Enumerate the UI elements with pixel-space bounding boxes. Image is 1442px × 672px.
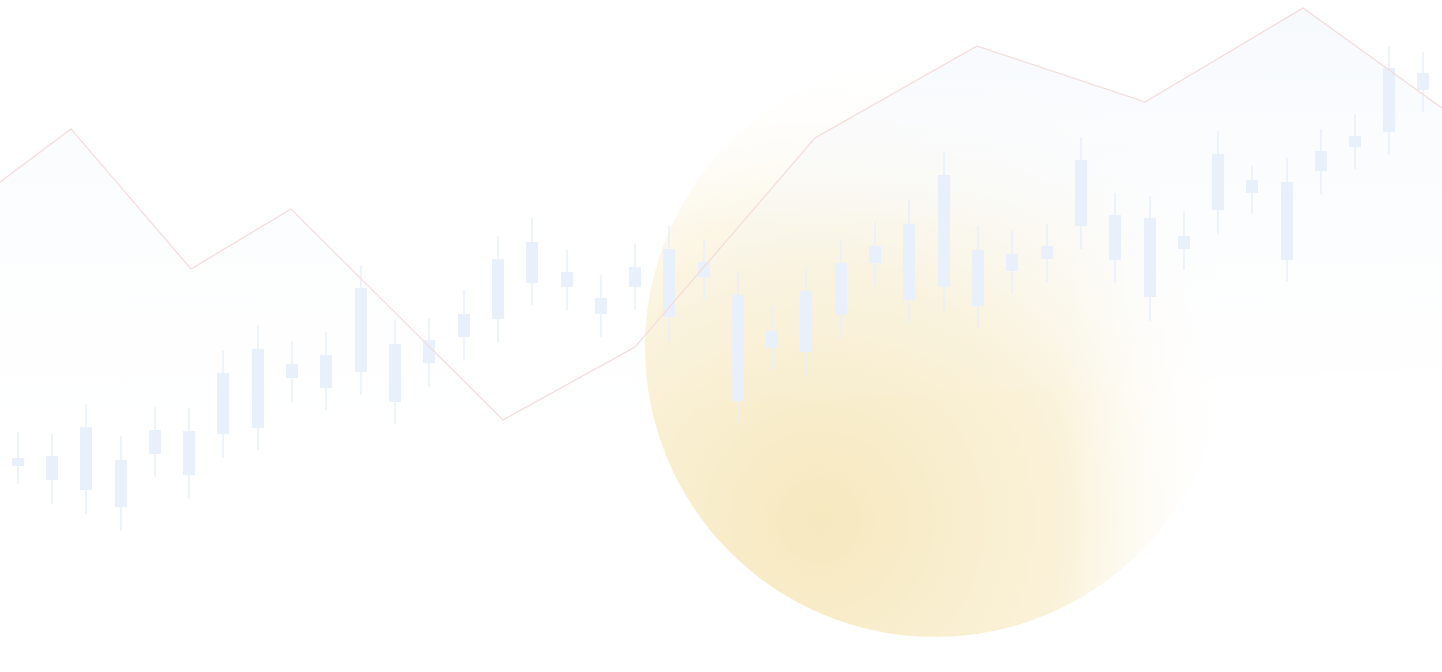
candle-body xyxy=(252,349,264,428)
candle-body xyxy=(355,288,367,372)
candle-body xyxy=(869,246,881,263)
candle-body xyxy=(492,259,504,319)
candle-body xyxy=(389,344,401,402)
candle xyxy=(903,200,915,323)
candle xyxy=(217,350,229,458)
candle-body xyxy=(766,331,778,348)
candle xyxy=(1041,224,1053,283)
candle-body xyxy=(458,314,470,337)
candle-body xyxy=(149,430,161,454)
trend-line-path xyxy=(0,7,1442,421)
candle xyxy=(46,434,58,504)
candle-body xyxy=(1281,182,1293,260)
candle-body xyxy=(561,272,573,287)
candle xyxy=(1383,46,1395,155)
candle-body xyxy=(1041,246,1053,259)
candle xyxy=(183,408,195,499)
candle xyxy=(12,432,24,484)
candle xyxy=(115,436,127,531)
candle-body xyxy=(1178,236,1190,249)
candle xyxy=(869,222,881,285)
candle-body xyxy=(286,364,298,378)
candle xyxy=(561,250,573,310)
candle-body xyxy=(938,175,950,287)
candle xyxy=(1006,231,1018,294)
candle xyxy=(149,407,161,477)
candle xyxy=(663,226,675,342)
candle xyxy=(1109,193,1121,283)
candle xyxy=(595,275,607,337)
candle xyxy=(1144,196,1156,321)
candle-body xyxy=(80,427,92,490)
candle xyxy=(355,266,367,395)
candle xyxy=(1246,166,1258,214)
candle xyxy=(1349,114,1361,169)
candle-body xyxy=(115,460,127,507)
candle-body xyxy=(1212,154,1224,210)
candle-body xyxy=(1383,68,1395,132)
candle xyxy=(492,236,504,342)
candle-body xyxy=(698,262,710,277)
candle-body xyxy=(183,431,195,475)
candle-body xyxy=(1075,160,1087,226)
candle xyxy=(1417,52,1429,112)
candle-body xyxy=(1109,215,1121,260)
candle xyxy=(1315,129,1327,194)
candle-body xyxy=(1349,136,1361,147)
candle xyxy=(629,244,641,310)
candle-body xyxy=(629,267,641,287)
candle xyxy=(526,218,538,305)
candle xyxy=(972,226,984,328)
candle-body xyxy=(1246,180,1258,193)
candle-body xyxy=(903,224,915,300)
candle xyxy=(423,318,435,387)
candle xyxy=(1178,212,1190,270)
candle xyxy=(80,404,92,514)
candle xyxy=(938,152,950,311)
candles xyxy=(12,46,1429,531)
candle-body xyxy=(423,340,435,363)
candle xyxy=(458,290,470,360)
candle-body xyxy=(1417,73,1429,90)
candle-body xyxy=(972,250,984,306)
candle xyxy=(389,320,401,424)
candle-body xyxy=(217,373,229,434)
candle-body xyxy=(800,291,812,352)
candle xyxy=(1212,131,1224,234)
candle xyxy=(698,240,710,300)
candle-body xyxy=(320,355,332,388)
candle-body xyxy=(732,295,744,401)
candle xyxy=(766,306,778,370)
candle xyxy=(320,332,332,410)
candle-body xyxy=(595,298,607,314)
candle xyxy=(1075,137,1087,249)
candle-body xyxy=(835,263,847,315)
candle xyxy=(732,272,744,423)
candle-body xyxy=(12,458,24,466)
candle-body xyxy=(663,249,675,317)
candle-body xyxy=(1144,218,1156,297)
candle xyxy=(800,267,812,376)
candle-body xyxy=(526,242,538,283)
candle xyxy=(252,325,264,450)
candle xyxy=(1281,158,1293,282)
candle-body xyxy=(46,456,58,480)
candle-body xyxy=(1006,254,1018,271)
candle xyxy=(835,240,847,338)
candle xyxy=(286,341,298,402)
candle-body xyxy=(1315,151,1327,171)
trend-line xyxy=(0,7,1442,421)
